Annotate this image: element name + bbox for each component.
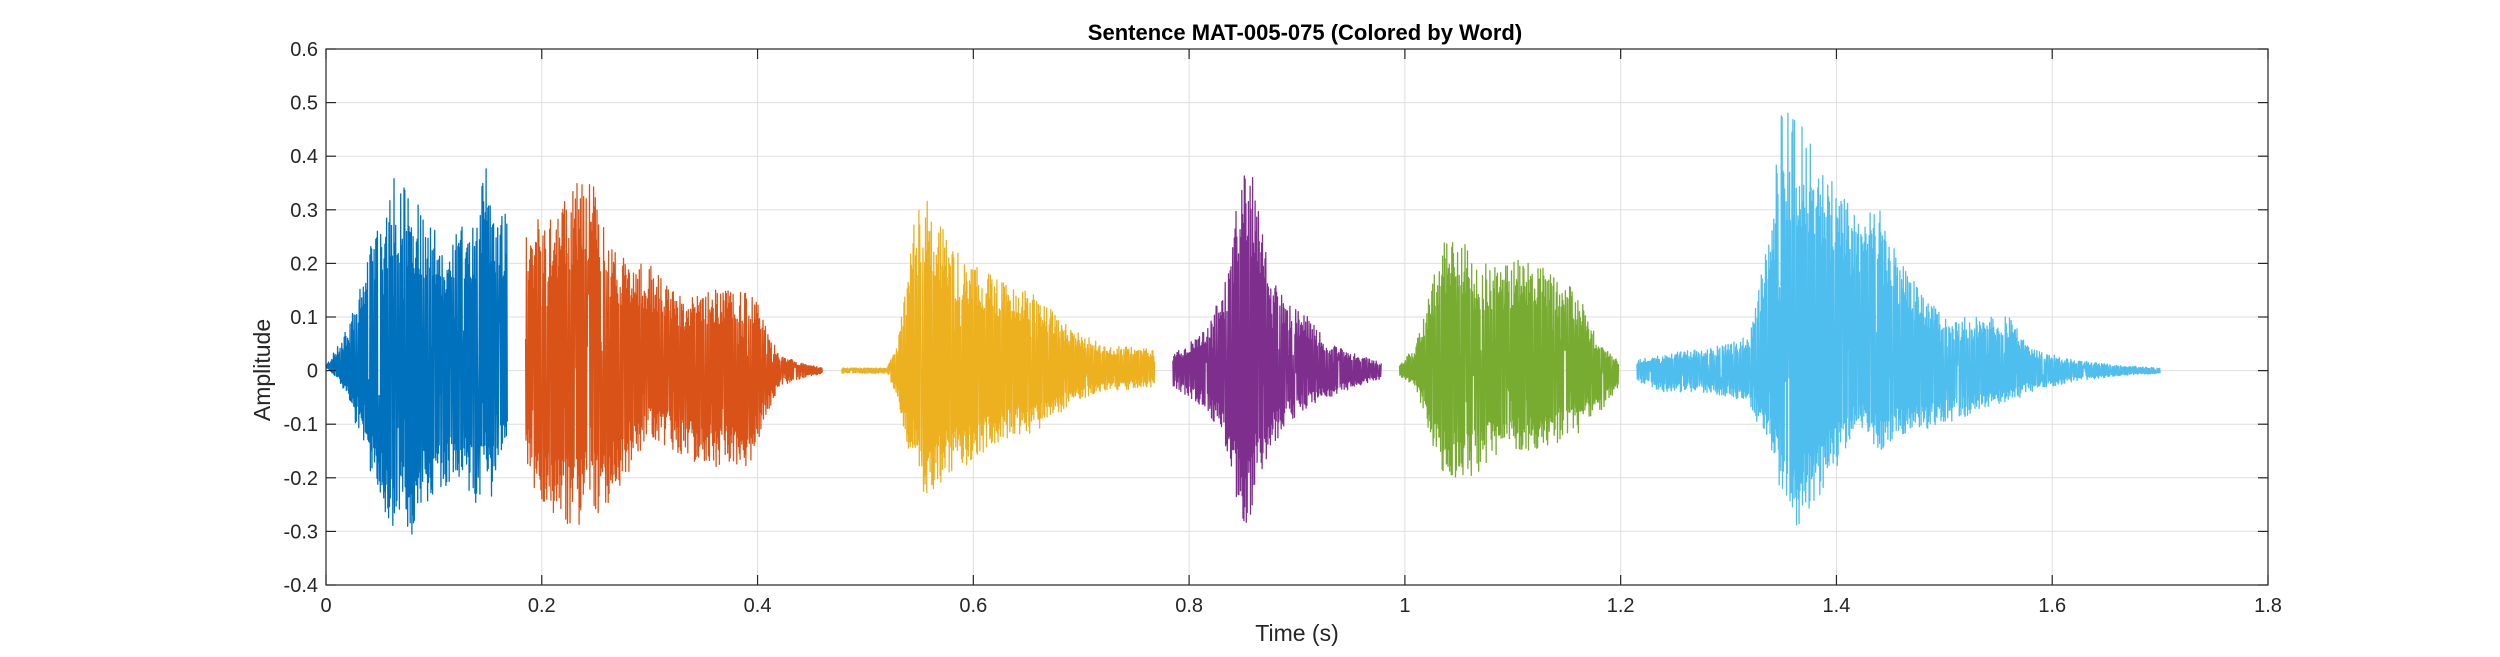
- y-tick-label: 0.5: [290, 93, 318, 115]
- y-tick-label: -0.3: [284, 521, 318, 543]
- word-waveform-series-5: [1398, 241, 1620, 478]
- word-waveform-series-6: [1636, 112, 2161, 526]
- word-waveform-series-2: [524, 183, 823, 525]
- y-tick-label: -0.4: [284, 575, 318, 597]
- y-tick-label: 0.1: [290, 307, 318, 329]
- word-waveform-series-4: [1172, 175, 1382, 523]
- x-tick-label: 1.8: [2254, 595, 2282, 617]
- word-waveform-series-1: [325, 168, 508, 535]
- x-tick-label: 1.4: [1823, 595, 1851, 617]
- x-tick-label: 1.2: [1607, 595, 1635, 617]
- y-tick-labels: -0.4 -0.3 -0.2 -0.1 0 0.1 0.2 0.3 0.4 0.5 0.6: [284, 39, 318, 597]
- word-waveform-series-3: [841, 200, 1156, 494]
- y-tick-label: 0: [307, 361, 318, 383]
- x-tick-label: 0.2: [528, 595, 556, 617]
- chart-title: Sentence MAT-005-075 (Colored by Word): [1088, 20, 1522, 45]
- x-tick-label: 0.4: [744, 595, 772, 617]
- y-tick-label: 0.3: [290, 200, 318, 222]
- x-tick-label: 0: [320, 595, 331, 617]
- x-tick-label: 0.8: [1175, 595, 1203, 617]
- x-tick-label: 0.6: [959, 595, 987, 617]
- y-tick-label: -0.1: [284, 414, 318, 436]
- x-tick-label: 1: [1399, 595, 1410, 617]
- series-layer: [325, 112, 2161, 535]
- y-axis-title: Amplitude: [249, 319, 275, 421]
- y-tick-label: 0.4: [290, 146, 318, 168]
- y-tick-label: 0.2: [290, 253, 318, 275]
- x-tick-label: 1.6: [2038, 595, 2066, 617]
- x-axis-title: Time (s): [1255, 620, 1338, 646]
- tick-marks: [325, 48, 2269, 586]
- x-tick-labels: 0 0.2 0.4 0.6 0.8 1 1.2 1.4 1.6 1.8: [320, 595, 2281, 617]
- y-tick-label: -0.2: [284, 468, 318, 490]
- y-tick-label: 0.6: [290, 39, 318, 61]
